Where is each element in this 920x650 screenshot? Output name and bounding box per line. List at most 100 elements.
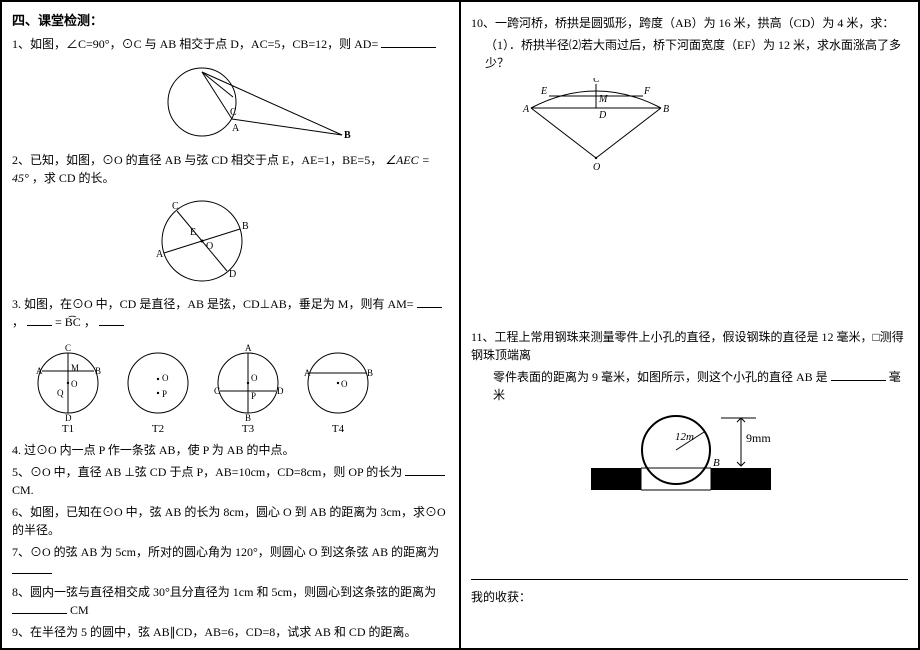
q3-text-d: ，: [84, 315, 96, 329]
right-column: 10、一跨河桥，桥拱是圆弧形，跨度（AB）为 16 米，拱高（CD）为 4 米，…: [460, 1, 919, 649]
ball-b: B: [713, 457, 720, 469]
t1-o: O: [71, 379, 78, 389]
t1-q: Q: [57, 388, 64, 398]
t4-b: B: [367, 368, 373, 378]
q3-text-b: ，: [12, 315, 24, 329]
t3-a: A: [245, 343, 252, 353]
t1-d: D: [65, 413, 72, 421]
q8-a: 8、圆内一弦与直径相交成 30°且分直径为 1cm 和 5cm，则圆心到这条弦的…: [12, 585, 436, 599]
section-heading: 四、课堂检测：: [12, 10, 449, 29]
t3-svg: A O C D P B: [212, 341, 284, 421]
t2-o: O: [162, 373, 169, 383]
t4-svg: A B O: [302, 341, 374, 421]
arch-a: A: [522, 104, 530, 115]
t2-cap: T2: [122, 423, 194, 435]
q1-svg: C A B: [132, 57, 352, 147]
q4: 4. 过⊙O 内一点 P 作一条弦 AB，使 P 为 AB 的中点。: [12, 441, 449, 459]
label-c: C: [230, 107, 237, 118]
q3-arc: B͡C: [65, 315, 81, 329]
q5-a: 5、⊙O 中，直径 AB ⊥弦 CD 于点 P，AB=10cm，CD=8cm，则…: [12, 465, 402, 479]
right-lower: 我的收获：: [471, 580, 908, 640]
ball-9mm: 9mm: [746, 431, 771, 445]
harvest-heading: 我的收获：: [471, 588, 908, 605]
arch-e: E: [540, 86, 547, 97]
ball-figure: 12m A B 9mm: [591, 410, 908, 500]
q7: 7、⊙O 的弦 AB 为 5cm，所对的圆心角为 120°，则圆心 O 到这条弦…: [12, 543, 449, 579]
t3-c: C: [214, 386, 220, 396]
q5: 5、⊙O 中，直径 AB ⊥弦 CD 于点 P，AB=10cm，CD=8cm，则…: [12, 463, 449, 499]
q1-figure: C A B: [132, 57, 449, 147]
q5-b: CM.: [12, 483, 34, 497]
q2-a: A: [156, 249, 164, 260]
label-b: B: [344, 130, 351, 141]
arch-f: F: [643, 86, 651, 97]
q3-blank2: [27, 314, 52, 326]
t3-p: P: [251, 391, 256, 401]
q8: 8、圆内一弦与直径相交成 30°且分直径为 1cm 和 5cm，则圆心到这条弦的…: [12, 583, 449, 619]
t1-cap: T1: [32, 423, 104, 435]
q11-blank: [831, 369, 886, 381]
q2-o: O: [206, 241, 213, 252]
t4-cap: T4: [302, 423, 374, 435]
figure-row: A B C D M O Q T1 O P T2: [32, 341, 449, 435]
arch-c: C: [593, 78, 600, 85]
arch-svg: A B C D E F M O: [511, 78, 681, 178]
ball-svg: 12m A B 9mm: [591, 410, 781, 500]
q3-text-a: 3. 如图，在⊙O 中，CD 是直径，AB 是弦，CD⊥AB，垂足为 M，则有 …: [12, 297, 414, 311]
arch-figure: A B C D E F M O: [511, 78, 908, 178]
q10-a: 10、一跨河桥，桥拱是圆弧形，跨度（AB）为 16 米，拱高（CD）为 4 米，…: [471, 14, 908, 32]
fig-t4: A B O T4: [302, 341, 374, 435]
q2-d: D: [229, 269, 236, 280]
t4-a: A: [304, 368, 311, 378]
q3-text-c: =: [55, 315, 65, 329]
spacer: [471, 184, 908, 324]
q3: 3. 如图，在⊙O 中，CD 是直径，AB 是弦，CD⊥AB，垂足为 M，则有 …: [12, 295, 449, 331]
q8-blank: [12, 602, 67, 614]
t3-d: D: [277, 386, 284, 396]
q2-svg: A B C D E O: [142, 191, 262, 291]
arch-o: O: [593, 162, 600, 173]
arch-d: D: [598, 110, 607, 121]
ball-12m: 12m: [675, 431, 694, 443]
q1-text: 1、如图，∠C=90°，⊙C 与 AB 相交于点 D，AC=5，CB=12，则 …: [12, 37, 378, 51]
label-a: A: [232, 123, 240, 134]
q11-b: 零件表面的距离为 9 毫米，如图所示，则这个小孔的直径 AB 是: [493, 370, 828, 384]
q2: 2、已知，如图，⊙O 的直径 AB 与弦 CD 相交于点 E，AE=1，BE=5…: [12, 151, 449, 187]
q11-a: 11、工程上常用钢珠来测量零件上小孔的直径，假设钢珠的直径是 12 毫米，□测得…: [471, 328, 908, 364]
q1: 1、如图，∠C=90°，⊙C 与 AB 相交于点 D，AC=5，CB=12，则 …: [12, 35, 449, 53]
fig-t3: A O C D P B T3: [212, 341, 284, 435]
t3-cap: T3: [212, 423, 284, 435]
page-root: 四、课堂检测： 1、如图，∠C=90°，⊙C 与 AB 相交于点 D，AC=5，…: [0, 0, 920, 650]
t4-o: O: [341, 379, 348, 389]
q1-blank: [381, 36, 436, 48]
arch-b: B: [663, 104, 669, 115]
q2-e: E: [190, 227, 196, 238]
fig-t1: A B C D M O Q T1: [32, 341, 104, 435]
q2-text-a: 2、已知，如图，⊙O 的直径 AB 与弦 CD 相交于点 E，AE=1，BE=5…: [12, 153, 382, 167]
t1-c: C: [65, 343, 71, 353]
t1-a: A: [36, 366, 43, 376]
t1-b: B: [95, 366, 101, 376]
q8-b: CM: [70, 603, 89, 617]
t2-svg: O P: [122, 341, 194, 421]
fig-t2: O P T2: [122, 341, 194, 435]
t1-svg: A B C D M O Q: [32, 341, 104, 421]
q2-c: C: [172, 201, 179, 212]
q7-blank: [12, 562, 52, 574]
t3-b: B: [245, 413, 251, 421]
q10-b: （1）．桥拱半径⑵若大雨过后，桥下河面宽度（EF）为 12 米，求水面涨高了多少…: [471, 36, 908, 72]
q3-blank3: [99, 314, 124, 326]
q2-figure: A B C D E O: [142, 191, 449, 291]
t3-o: O: [251, 373, 258, 383]
t2-p: P: [162, 389, 167, 399]
q9: 9、在半径为 5 的圆中，弦 AB∥CD，AB=6，CD=8，试求 AB 和 C…: [12, 623, 449, 641]
ball-a: A: [634, 471, 642, 483]
q7-a: 7、⊙O 的弦 AB 为 5cm，所对的圆心角为 120°，则圆心 O 到这条弦…: [12, 545, 439, 559]
t1-m: M: [71, 363, 79, 373]
q5-blank: [405, 464, 445, 476]
q11: 零件表面的距离为 9 毫米，如图所示，则这个小孔的直径 AB 是 毫米: [471, 368, 908, 404]
q2-text-b: ，求 CD 的长。: [32, 171, 115, 185]
right-upper: 10、一跨河桥，桥拱是圆弧形，跨度（AB）为 16 米，拱高（CD）为 4 米，…: [471, 10, 908, 580]
q2-b: B: [242, 221, 249, 232]
left-column: 四、课堂检测： 1、如图，∠C=90°，⊙C 与 AB 相交于点 D，AC=5，…: [1, 1, 460, 649]
